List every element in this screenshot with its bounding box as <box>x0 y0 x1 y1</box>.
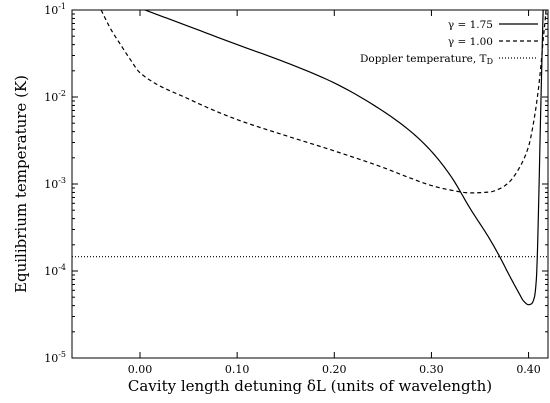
x-axis-title: Cavity length detuning δL (units of wave… <box>128 377 492 395</box>
legend-label-gamma-175: γ = 1.75 <box>448 19 493 31</box>
x-tick-label: 0.30 <box>419 363 444 376</box>
x-tick-label: 0.10 <box>225 363 250 376</box>
series-gamma-100-line <box>100 10 547 194</box>
x-tick-label: 0.00 <box>128 363 153 376</box>
series-gamma-175-line <box>144 10 544 306</box>
y-tick-label: 10-1 <box>44 2 66 17</box>
x-tick-label: 0.40 <box>516 363 541 376</box>
legend-label-gamma-100: γ = 1.00 <box>448 36 493 48</box>
legend-label-doppler: Doppler temperature, TD <box>360 53 493 66</box>
y-axis-title: Equilibrium temperature (K) <box>12 75 30 293</box>
x-tick-label: 0.20 <box>322 363 347 376</box>
series-group <box>72 10 548 306</box>
legend-label-doppler-subscript: D <box>487 57 493 66</box>
y-tick-label: 10-4 <box>44 263 66 278</box>
y-tick-label: 10-2 <box>44 89 66 104</box>
x-axis-ticks: 0.00 0.10 0.20 0.30 0.40 <box>128 10 541 376</box>
legend: γ = 1.75 γ = 1.00 Doppler temperature, T… <box>360 19 538 66</box>
y-axis-ticks: 10-5 10-4 10-3 10-2 10-1 <box>44 2 548 365</box>
y-tick-label: 10-5 <box>44 350 66 365</box>
y-tick-label: 10-3 <box>44 176 66 191</box>
legend-label-doppler-main: Doppler temperature, T <box>360 53 487 65</box>
